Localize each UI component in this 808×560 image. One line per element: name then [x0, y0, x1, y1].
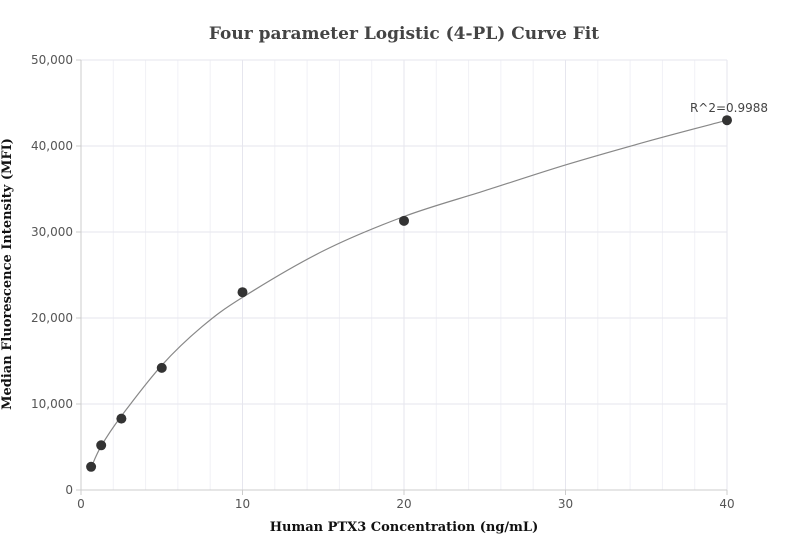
y-tick-label: 20,000	[31, 311, 73, 325]
data-point	[399, 215, 409, 226]
x-axis-title: Human PTX3 Concentration (ng/mL)	[270, 520, 538, 535]
x-tick-label: 20	[396, 497, 411, 511]
x-tick-label: 30	[558, 497, 573, 511]
y-axis-title: Median Fluorescence Intensity (MFI)	[0, 138, 15, 410]
chart-title: Four parameter Logistic (4-PL) Curve Fit	[209, 24, 599, 44]
data-point	[237, 287, 248, 298]
fit-curve-layer	[90, 119, 728, 468]
y-tick-label: 10,000	[31, 397, 73, 411]
fit-curve	[90, 119, 728, 468]
r-squared-annotation: R^2=0.9988	[690, 101, 768, 115]
x-tick-label: 40	[719, 497, 734, 511]
axes: 0 10 20 30 40 0 10,000 20,000 30,000 40,000 50,000	[31, 53, 735, 511]
data-point	[722, 115, 732, 126]
grid	[81, 59, 728, 490]
y-tick-label: 40,000	[31, 139, 73, 153]
data-point	[96, 440, 107, 451]
y-tick-label: 30,000	[31, 225, 73, 239]
x-tick-label: 0	[77, 497, 85, 511]
data-points	[86, 115, 732, 472]
y-tick-label: 50,000	[31, 53, 73, 67]
y-tick-label: 0	[65, 483, 73, 497]
x-tick-label: 10	[235, 497, 250, 511]
data-point	[86, 461, 97, 472]
data-point	[116, 413, 127, 424]
data-point	[156, 362, 167, 373]
